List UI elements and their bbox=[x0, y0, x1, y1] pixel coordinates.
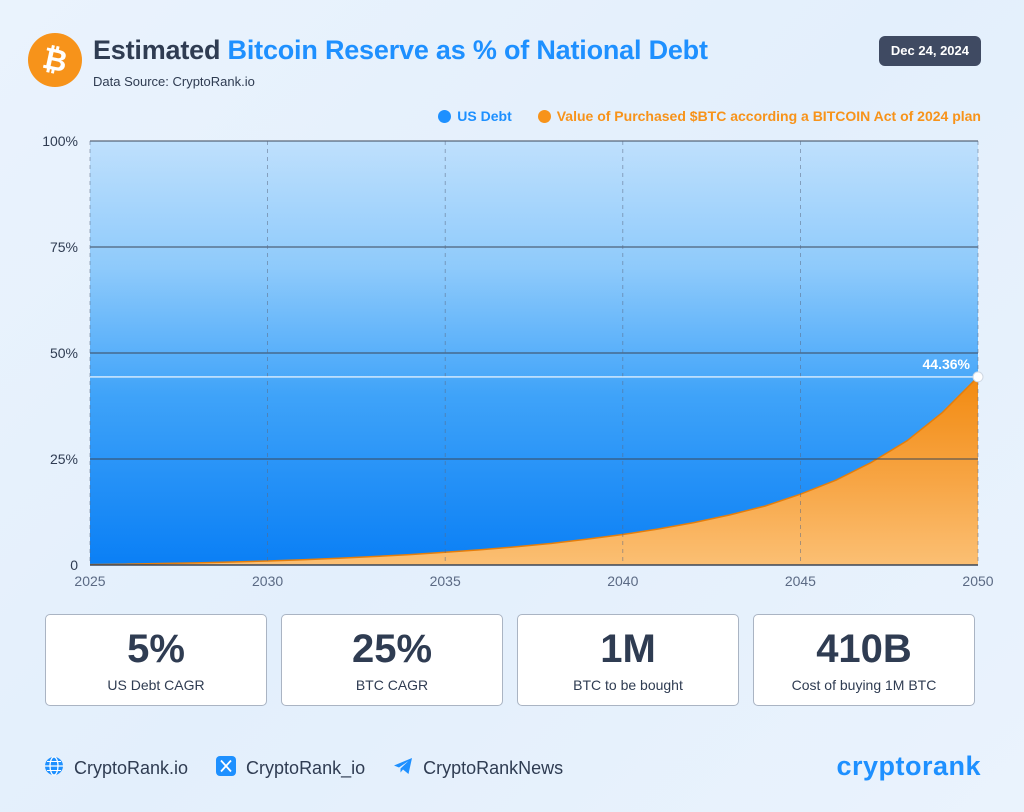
stat-value: 25% bbox=[351, 627, 433, 671]
stat-card-btc-bought: 1M BTC to be bought bbox=[517, 614, 739, 706]
y-tick-label: 100% bbox=[42, 133, 78, 149]
footer-links: CryptoRank.io CryptoRank_io CryptoRankNe… bbox=[44, 756, 563, 781]
legend-label-btc: Value of Purchased $BTC according a BITC… bbox=[556, 108, 981, 124]
chart-legend: US Debt Value of Purchased $BTC accordin… bbox=[438, 108, 981, 124]
bitcoin-icon: ₿ bbox=[28, 33, 82, 87]
stat-value: 1M bbox=[600, 627, 656, 671]
x-logo-icon bbox=[216, 756, 237, 781]
telegram-icon bbox=[393, 756, 413, 781]
annotation-label: 44.36% bbox=[923, 356, 971, 372]
title-prefix: Estimated bbox=[93, 35, 228, 65]
legend-item-btc: Value of Purchased $BTC according a BITC… bbox=[537, 108, 981, 124]
legend-item-us-debt: US Debt bbox=[438, 108, 512, 124]
page-title: Estimated Bitcoin Reserve as % of Nation… bbox=[93, 35, 708, 66]
legend-dot-btc bbox=[537, 109, 551, 123]
x-tick-label: 2045 bbox=[785, 573, 816, 589]
data-source: Data Source: CryptoRank.io bbox=[93, 74, 255, 89]
footer-link-telegram[interactable]: CryptoRankNews bbox=[393, 756, 563, 781]
date-badge: Dec 24, 2024 bbox=[878, 36, 981, 66]
footer-link-website[interactable]: CryptoRank.io bbox=[44, 756, 188, 781]
footer-link-label: CryptoRankNews bbox=[423, 758, 564, 778]
x-tick-label: 2030 bbox=[252, 573, 283, 589]
legend-label-us-debt: US Debt bbox=[457, 108, 512, 124]
stat-label: BTC CAGR bbox=[355, 677, 429, 693]
x-tick-label: 2050 bbox=[962, 573, 993, 589]
annotation-point bbox=[972, 371, 984, 383]
stat-card-btc-cagr: 25% BTC CAGR bbox=[281, 614, 503, 706]
footer-link-x[interactable]: CryptoRank_io bbox=[216, 756, 365, 781]
stat-label: US Debt CAGR bbox=[107, 677, 205, 693]
stat-value: 410B bbox=[816, 627, 912, 671]
stat-label: Cost of buying 1M BTC bbox=[791, 677, 937, 693]
btc-area bbox=[90, 376, 978, 565]
y-tick-label: 25% bbox=[50, 451, 78, 467]
footer-link-label: CryptoRank_io bbox=[246, 758, 366, 778]
y-tick-label: 75% bbox=[50, 239, 78, 255]
stats-row: 5% US Debt CAGR 25% BTC CAGR 1M BTC to b… bbox=[45, 614, 975, 706]
stat-label: BTC to be bought bbox=[573, 677, 683, 693]
stat-card-debt-cagr: 5% US Debt CAGR bbox=[45, 614, 267, 706]
y-tick-label: 50% bbox=[50, 345, 78, 361]
area-chart: 0 25% 50% 75% 100% 2025 2030 2035 2040 2045 2050 44… bbox=[42, 133, 994, 589]
globe-icon bbox=[44, 756, 64, 781]
footer-link-label: CryptoRank.io bbox=[74, 758, 189, 778]
brand-logo[interactable]: cryptorank bbox=[836, 751, 981, 781]
x-tick-label: 2035 bbox=[430, 573, 461, 589]
btc-line bbox=[89, 376, 979, 566]
title-highlight: Bitcoin Reserve as % of National Debt bbox=[227, 35, 708, 65]
stat-value: 5% bbox=[127, 627, 185, 671]
stat-card-cost: 410B Cost of buying 1M BTC bbox=[753, 614, 975, 706]
legend-dot-us-debt bbox=[438, 109, 452, 123]
x-tick-label: 2025 bbox=[74, 573, 105, 589]
y-tick-label: 0 bbox=[70, 557, 78, 573]
x-tick-label: 2040 bbox=[607, 573, 638, 589]
